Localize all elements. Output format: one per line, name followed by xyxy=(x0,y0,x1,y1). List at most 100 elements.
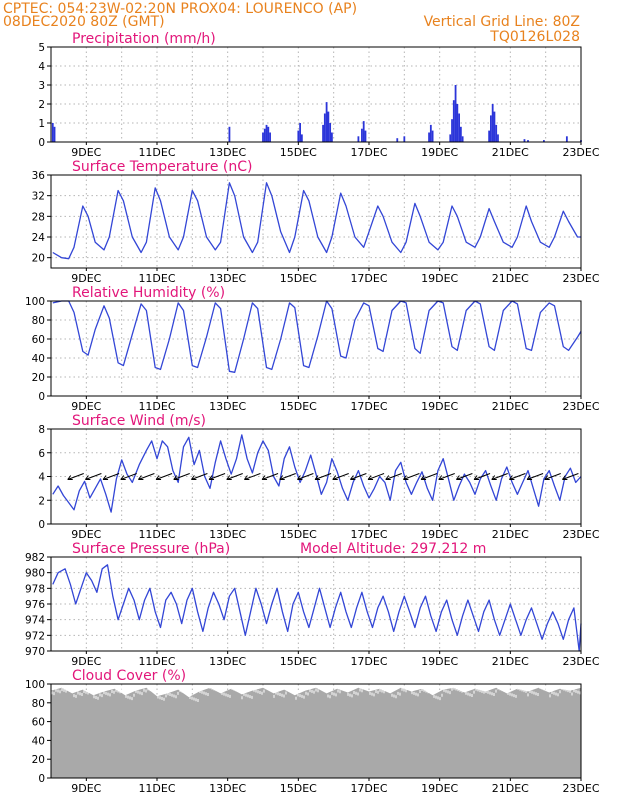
precip-ytick-label: 3 xyxy=(38,80,45,92)
precip-ytick-label: 2 xyxy=(38,99,45,111)
precip-bar xyxy=(265,124,268,142)
precip-xtick-label: 23DEC xyxy=(562,146,599,159)
wind-arrow-head xyxy=(544,475,550,480)
precip-bar xyxy=(396,138,399,142)
temperature-frame xyxy=(50,174,582,269)
header-run-time: 08DEC2020 80Z (GMT) xyxy=(3,14,165,30)
header-model-id: TQ0126L028 xyxy=(489,29,580,45)
precip-bar xyxy=(449,134,452,142)
precip-xtick-label: 19DEC xyxy=(421,146,458,159)
pressure-xtick-label: 17DEC xyxy=(350,655,387,668)
temperature-xtick-label: 9DEC xyxy=(71,272,101,285)
precip-bar xyxy=(490,115,492,142)
precip-bar xyxy=(527,140,529,142)
pressure-annotation: Model Altitude: 297.212 m xyxy=(300,541,486,557)
cloud-xtick-label: 21DEC xyxy=(492,782,529,795)
humidity-xtick-label: 15DEC xyxy=(280,400,317,413)
pressure-xtick-label: 19DEC xyxy=(421,655,458,668)
precip-bar xyxy=(269,132,271,142)
humidity-xtick-label: 17DEC xyxy=(350,400,387,413)
temperature-ytick-label: 28 xyxy=(32,211,45,223)
precip-bar xyxy=(331,132,333,142)
wind-arrow-head xyxy=(314,475,321,480)
panel-precipitation: Precipitation (mm/h) 0 1 2 3 4 5 9DEC 11DEC 13DEC… xyxy=(38,31,600,159)
precip-bar xyxy=(267,126,270,142)
precip-bar xyxy=(327,111,330,142)
wind-arrow-head xyxy=(85,475,91,480)
wind-arrow xyxy=(562,473,579,480)
humidity-ytick-label: 20 xyxy=(32,372,45,384)
precip-bar xyxy=(403,136,406,142)
cloud-xtick-label: 11DEC xyxy=(138,782,175,795)
wind-xtick-label: 23DEC xyxy=(562,528,599,541)
precip-bar xyxy=(456,104,459,142)
wind-arrow-head xyxy=(173,475,179,480)
wind-arrow-head xyxy=(332,475,338,480)
wind-arrow xyxy=(509,473,526,480)
wind-xtick-label: 13DEC xyxy=(209,528,246,541)
wind-arrow-head xyxy=(473,475,480,480)
humidity-xtick-label: 11DEC xyxy=(138,400,175,413)
humidity-ytick-label: 80 xyxy=(32,315,45,327)
temperature-xtick-label: 13DEC xyxy=(209,272,246,285)
humidity-ytick-label: 0 xyxy=(38,391,45,403)
temperature-title: Surface Temperature (nC) xyxy=(72,159,253,175)
wind-arrow xyxy=(456,473,473,480)
temperature-xtick-label: 11DEC xyxy=(138,272,175,285)
precip-bar xyxy=(322,124,324,142)
cloud-ytick-label: 20 xyxy=(32,754,45,766)
wind-arrow xyxy=(85,473,102,480)
precip-bar xyxy=(51,123,54,142)
wind-arrow-head xyxy=(120,475,126,480)
cloud-xtick-label: 19DEC xyxy=(421,782,458,795)
wind-xtick-label: 17DEC xyxy=(350,528,387,541)
pressure-ytick-label: 970 xyxy=(25,646,45,658)
wind-arrow xyxy=(244,473,261,480)
precip-bar xyxy=(300,134,303,142)
wind-arrow-head xyxy=(155,475,162,480)
precip-xtick-label: 17DEC xyxy=(350,146,387,159)
humidity-ytick-label: 60 xyxy=(32,334,45,346)
precip-bar xyxy=(297,130,300,142)
precip-bar xyxy=(431,130,434,142)
wind-arrow xyxy=(67,473,84,480)
wind-xtick-label: 21DEC xyxy=(492,528,529,541)
humidity-xtick-label: 19DEC xyxy=(421,400,458,413)
wind-xtick-label: 9DEC xyxy=(71,528,101,541)
wind-arrow xyxy=(473,473,491,480)
cloud-ytick-label: 60 xyxy=(32,717,45,729)
wind-arrow-head xyxy=(420,475,427,480)
wind-arrow-head xyxy=(350,475,356,480)
pressure-ytick-label: 978 xyxy=(25,583,45,595)
wind-xtick-label: 11DEC xyxy=(138,528,175,541)
cloud-xtick-label: 17DEC xyxy=(350,782,387,795)
wind-arrow xyxy=(191,473,208,480)
panel-cloud: Cloud Cover (%) 0 20 40 60 80 100 9DEC 11DEC 13DE… xyxy=(25,668,600,795)
wind-arrow xyxy=(350,473,367,480)
wind-arrow-head xyxy=(102,475,109,480)
precip-ytick-label: 5 xyxy=(38,42,45,54)
wind-title: Surface Wind (m/s) xyxy=(72,413,206,429)
pressure-xtick-label: 23DEC xyxy=(562,655,599,668)
cloud-ytick-label: 80 xyxy=(32,698,45,710)
wind-arrow-head xyxy=(279,475,285,480)
cloud-frame xyxy=(50,683,582,779)
wind-arrow xyxy=(208,473,226,480)
cloud-ytick-label: 40 xyxy=(32,735,45,747)
precip-xtick-label: 9DEC xyxy=(71,146,101,159)
precip-bar xyxy=(495,124,498,142)
precip-bar xyxy=(299,123,301,142)
pressure-ytick-label: 974 xyxy=(25,615,45,627)
precip-bar xyxy=(362,121,365,142)
wind-arrow xyxy=(138,473,155,480)
pressure-frame xyxy=(50,556,582,652)
precip-title: Precipitation (mm/h) xyxy=(72,31,216,47)
precip-xtick-label: 21DEC xyxy=(492,146,529,159)
precip-bar xyxy=(461,136,464,142)
wind-arrow xyxy=(403,473,420,480)
wind-arrow xyxy=(120,473,137,480)
panel-humidity: Relative Humidity (%) 0 20 40 60 80 100 9DEC 11D… xyxy=(25,285,600,413)
precip-bar xyxy=(428,132,430,142)
cloud-xtick-label: 23DEC xyxy=(562,782,599,795)
